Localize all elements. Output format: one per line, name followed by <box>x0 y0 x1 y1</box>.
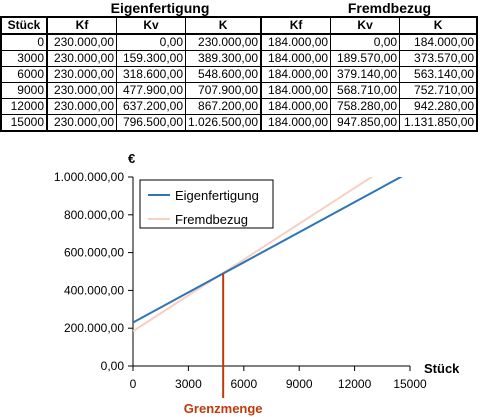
table-cell: 568.710,00 <box>330 82 401 99</box>
table-row: 12000 230.000,00 637.200,00 867.200,00 184.0… <box>0 98 478 115</box>
table-row: 9000 230.000,00 477.900,00 707.900,00 184.00… <box>0 82 478 99</box>
table-cell: 9000 <box>0 82 48 99</box>
table-cell: 15000 <box>0 114 48 132</box>
table-cell: 389.300,00 <box>185 50 262 67</box>
table-cell: 230.000,00 <box>46 82 117 99</box>
y-tick-label: 1.000.000,00 <box>54 170 124 184</box>
table-row: 15000 230.000,00 796.500,00 1.026.500,00 184… <box>0 114 478 132</box>
table-cell: 563.140,00 <box>399 66 478 83</box>
table-cell: 184.000,00 <box>260 114 332 132</box>
y-axis-title: € <box>128 151 135 166</box>
x-tick-label: 0 <box>130 377 137 391</box>
legend-label-eigenfertigung: Eigenfertigung <box>175 188 259 203</box>
x-tick-label: 12000 <box>338 377 372 391</box>
table-cell: 3000 <box>0 50 48 67</box>
table-cell: 184.000,00 <box>260 82 332 99</box>
table-cell: 796.500,00 <box>116 114 186 132</box>
table-cell: 159.300,00 <box>116 50 186 67</box>
y-tick-label: 600.000,00 <box>64 246 124 260</box>
y-tick-label: 400.000,00 <box>64 283 124 297</box>
y-tick-label: 800.000,00 <box>64 208 124 222</box>
legend-label-fremdbezug: Fremdbezug <box>175 212 248 227</box>
table-cell: 184.000,00 <box>260 66 332 83</box>
table-cell: 477.900,00 <box>116 82 186 99</box>
series-line-fremdbezug <box>133 177 374 333</box>
table-cell: 230.000,00 <box>46 114 117 132</box>
series-line-eigenfertigung <box>133 177 403 324</box>
x-tick-label: 3000 <box>175 377 202 391</box>
table-cell: 867.200,00 <box>185 98 262 115</box>
group-title-fremdbezug: Fremdbezug <box>347 0 432 16</box>
cost-table: Stück Kf Kv K Kf Kv K 0 230.000,00 0,00 230… <box>0 16 479 132</box>
group-title-eigenfertigung: Eigenfertigung <box>110 0 210 16</box>
table-row: 6000 230.000,00 318.600,00 548.600,00 184.00… <box>0 66 478 83</box>
x-axis-title: Stück <box>424 361 460 376</box>
table-cell: 184.000,00 <box>260 33 332 51</box>
grenzmenge-label: Grenzmenge <box>184 401 263 416</box>
y-tick-label: 200.000,00 <box>64 321 124 335</box>
table-cell: 752.710,00 <box>399 82 478 99</box>
y-tick-label: 0,00 <box>101 359 125 373</box>
table-cell: 6000 <box>0 66 48 83</box>
table-cell: 379.140,00 <box>330 66 401 83</box>
table-cell: 184.000,00 <box>260 50 332 67</box>
table-cell: 230.000,00 <box>46 50 117 67</box>
table-cell: 184.000,00 <box>399 33 478 51</box>
table-cell: 942.280,00 <box>399 98 478 115</box>
x-tick-label: 15000 <box>393 377 427 391</box>
table-cell: 1.026.500,00 <box>185 114 262 132</box>
x-tick-label: 9000 <box>286 377 313 391</box>
table-cell: 758.280,00 <box>330 98 401 115</box>
x-tick-label: 6000 <box>230 377 257 391</box>
table-cell: 637.200,00 <box>116 98 186 115</box>
table-cell: 0,00 <box>330 33 401 51</box>
table-cell: 189.570,00 <box>330 50 401 67</box>
table-cell: 184.000,00 <box>260 98 332 115</box>
table-cell: 1.131.850,00 <box>399 114 478 132</box>
table-cell: 947.850,00 <box>330 114 401 132</box>
